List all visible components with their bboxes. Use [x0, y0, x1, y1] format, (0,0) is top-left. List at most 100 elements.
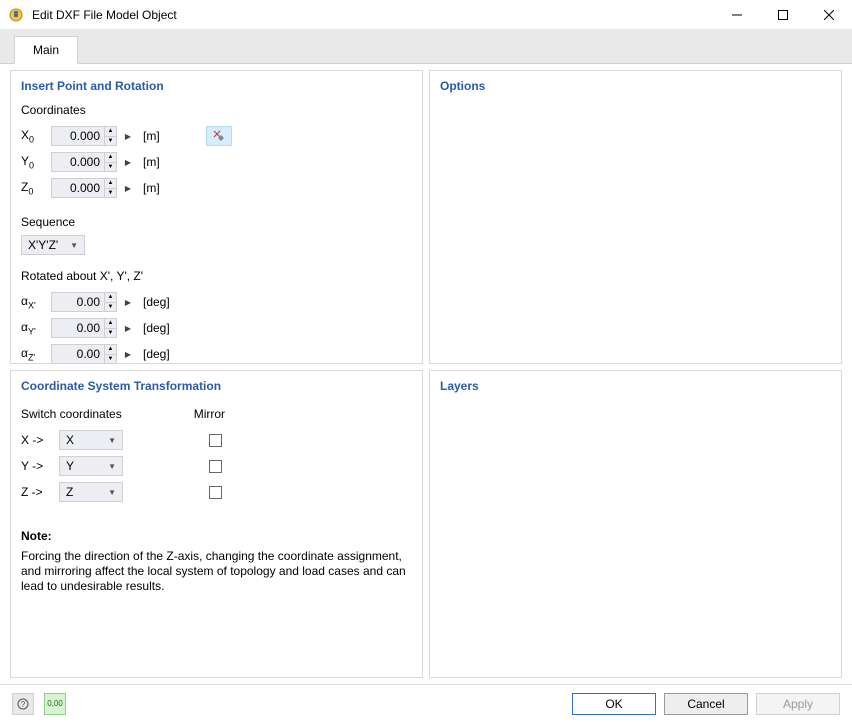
- tab-main[interactable]: Main: [14, 36, 78, 64]
- coord-x-unit: [m]: [143, 129, 160, 143]
- coord-z-label: Z0: [21, 180, 47, 196]
- stepper-arrow-icon[interactable]: ▶: [121, 126, 135, 146]
- chevron-down-icon: ▼: [70, 241, 78, 250]
- angle-x-label: αX': [21, 294, 47, 310]
- angle-y-unit: [deg]: [143, 321, 170, 335]
- titlebar: Edit DXF File Model Object: [0, 0, 852, 30]
- maximize-button[interactable]: [760, 0, 806, 30]
- spinner-up-icon[interactable]: ▲: [105, 345, 116, 355]
- rotated-label: Rotated about X', Y', Z': [21, 269, 412, 283]
- layers-panel: Layers: [429, 370, 842, 678]
- spinner-down-icon[interactable]: ▼: [105, 163, 116, 172]
- help-button[interactable]: ?: [12, 693, 34, 715]
- content-area: Insert Point and Rotation Coordinates X0…: [0, 64, 852, 684]
- switch-y-row: Y -> Y ▼: [21, 453, 412, 479]
- angle-y-input[interactable]: [52, 321, 104, 335]
- angle-x-row: αX' ▲▼ ▶ [deg]: [21, 289, 412, 315]
- coord-y-unit: [m]: [143, 155, 160, 169]
- angle-x-input[interactable]: [52, 295, 104, 309]
- coord-x-input[interactable]: [52, 129, 104, 143]
- chevron-down-icon: ▼: [108, 462, 116, 471]
- switch-z-combo[interactable]: Z ▼: [59, 482, 123, 502]
- panel-title: Layers: [440, 379, 831, 393]
- spinner-down-icon[interactable]: ▼: [105, 303, 116, 312]
- spinner-up-icon[interactable]: ▲: [105, 127, 116, 137]
- stepper-arrow-icon[interactable]: ▶: [121, 178, 135, 198]
- switch-x-row: X -> X ▼: [21, 427, 412, 453]
- coord-x-spinner[interactable]: ▲▼: [51, 126, 117, 146]
- coordinates-label: Coordinates: [21, 103, 412, 117]
- coord-y-row: Y0 ▲▼ ▶ [m]: [21, 149, 412, 175]
- coord-z-row: Z0 ▲▼ ▶ [m]: [21, 175, 412, 201]
- spinner-down-icon[interactable]: ▼: [105, 137, 116, 146]
- coord-x-label: X0: [21, 128, 47, 144]
- pick-point-button[interactable]: [206, 126, 232, 146]
- angle-z-label: αZ': [21, 346, 47, 362]
- cancel-button[interactable]: Cancel: [664, 693, 748, 715]
- angle-z-spinner[interactable]: ▲▼: [51, 344, 117, 364]
- coord-z-spinner[interactable]: ▲▼: [51, 178, 117, 198]
- spinner-down-icon[interactable]: ▼: [105, 329, 116, 338]
- close-button[interactable]: [806, 0, 852, 30]
- angle-z-unit: [deg]: [143, 347, 170, 361]
- mirror-y-checkbox[interactable]: [209, 460, 222, 473]
- mirror-label: Mirror: [194, 407, 225, 421]
- angle-y-spinner[interactable]: ▲▼: [51, 318, 117, 338]
- spinner-up-icon[interactable]: ▲: [105, 179, 116, 189]
- spinner-down-icon[interactable]: ▼: [105, 355, 116, 364]
- switch-x-combo[interactable]: X ▼: [59, 430, 123, 450]
- svg-text:?: ?: [21, 700, 26, 709]
- app-icon: [8, 7, 24, 23]
- panel-title: Coordinate System Transformation: [21, 379, 412, 393]
- tab-bar: Main: [0, 30, 852, 64]
- stepper-arrow-icon[interactable]: ▶: [121, 318, 135, 338]
- coord-z-input[interactable]: [52, 181, 104, 195]
- stepper-arrow-icon[interactable]: ▶: [121, 292, 135, 312]
- stepper-arrow-icon[interactable]: ▶: [121, 152, 135, 172]
- coord-y-label: Y0: [21, 154, 47, 170]
- switch-y-combo[interactable]: Y ▼: [59, 456, 123, 476]
- note-heading: Note:: [21, 529, 412, 543]
- mirror-z-checkbox[interactable]: [209, 486, 222, 499]
- ok-button[interactable]: OK: [572, 693, 656, 715]
- angle-x-spinner[interactable]: ▲▼: [51, 292, 117, 312]
- spinner-up-icon[interactable]: ▲: [105, 293, 116, 303]
- angle-z-row: αZ' ▲▼ ▶ [deg]: [21, 341, 412, 367]
- panel-title: Options: [440, 79, 831, 93]
- spinner-up-icon[interactable]: ▲: [105, 153, 116, 163]
- coord-y-input[interactable]: [52, 155, 104, 169]
- switch-z-row: Z -> Z ▼: [21, 479, 412, 505]
- switch-z-value: Z: [66, 485, 73, 499]
- switch-x-value: X: [66, 433, 74, 447]
- spinner-up-icon[interactable]: ▲: [105, 319, 116, 329]
- switch-y-value: Y: [66, 459, 74, 473]
- switch-coords-label: Switch coordinates: [21, 407, 122, 421]
- units-badge: 0,00: [47, 699, 63, 708]
- sequence-combo[interactable]: X'Y'Z' ▼: [21, 235, 85, 255]
- options-panel: Options: [429, 70, 842, 364]
- transform-panel: Coordinate System Transformation Switch …: [10, 370, 423, 678]
- spinner-down-icon[interactable]: ▼: [105, 189, 116, 198]
- mirror-x-checkbox[interactable]: [209, 434, 222, 447]
- chevron-down-icon: ▼: [108, 436, 116, 445]
- apply-button[interactable]: Apply: [756, 693, 840, 715]
- coord-x-row: X0 ▲▼ ▶ [m]: [21, 123, 412, 149]
- angle-z-input[interactable]: [52, 347, 104, 361]
- angle-y-label: αY': [21, 320, 47, 336]
- coord-y-spinner[interactable]: ▲▼: [51, 152, 117, 172]
- units-button[interactable]: 0,00: [44, 693, 66, 715]
- window-controls: [714, 0, 852, 29]
- note-text: Forcing the direction of the Z-axis, cha…: [21, 549, 411, 594]
- footer: ? 0,00 OK Cancel Apply: [0, 684, 852, 722]
- insert-point-panel: Insert Point and Rotation Coordinates X0…: [10, 70, 423, 364]
- sequence-label: Sequence: [21, 215, 412, 229]
- switch-x-label: X ->: [21, 433, 51, 447]
- switch-z-label: Z ->: [21, 485, 51, 499]
- chevron-down-icon: ▼: [108, 488, 116, 497]
- switch-y-label: Y ->: [21, 459, 51, 473]
- minimize-button[interactable]: [714, 0, 760, 30]
- sequence-value: X'Y'Z': [28, 238, 58, 252]
- window-title: Edit DXF File Model Object: [32, 8, 714, 22]
- stepper-arrow-icon[interactable]: ▶: [121, 344, 135, 364]
- coord-z-unit: [m]: [143, 181, 160, 195]
